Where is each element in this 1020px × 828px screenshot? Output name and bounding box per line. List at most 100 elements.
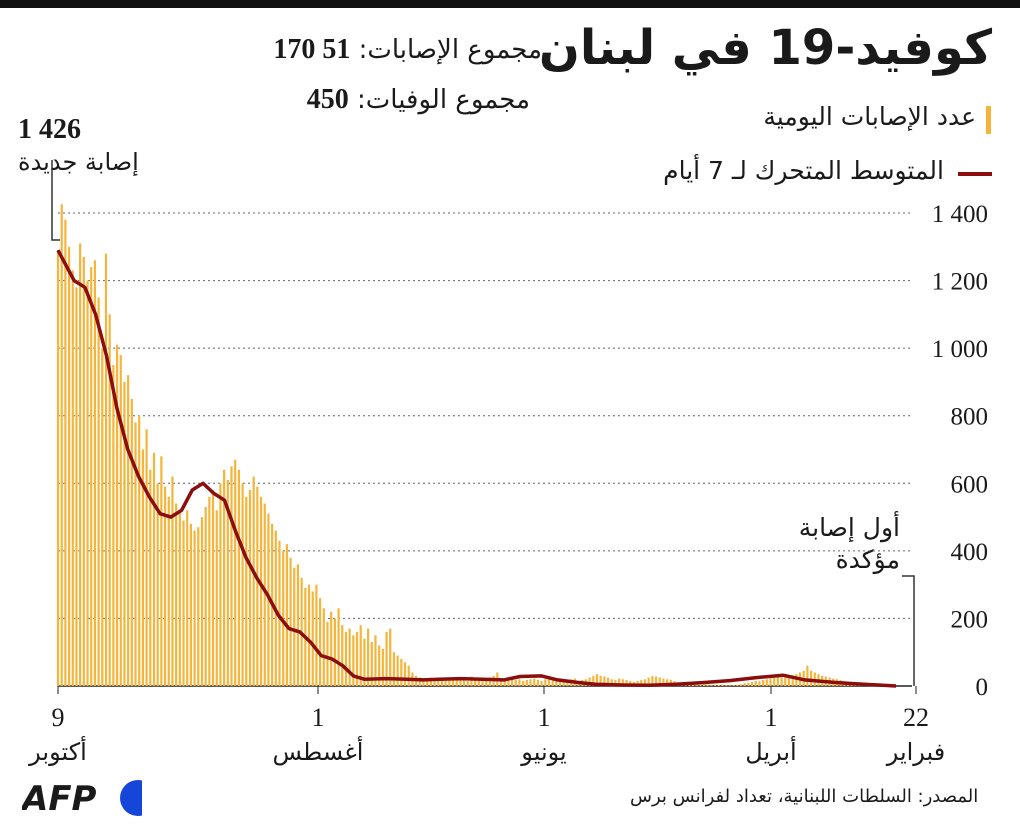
afp-logo: AFP: [19, 778, 156, 822]
afp-logo-dot: [120, 780, 156, 816]
daily-bar: [112, 365, 115, 686]
daily-bar: [67, 246, 71, 687]
daily-bar: [60, 204, 63, 687]
daily-bar: [507, 680, 510, 686]
daily-bar: [651, 675, 654, 686]
daily-bar: [108, 314, 111, 686]
daily-bar: [186, 510, 189, 686]
y-tick-label: 400: [951, 539, 989, 566]
daily-bar: [440, 678, 444, 686]
daily-bar: [448, 679, 451, 686]
covid-chart: 1 400 1 200 1 000 800 600 400 200 0 9 أكتوبر 1 أغس…: [28, 160, 989, 766]
y-tick-label: 1 000: [932, 336, 988, 363]
daily-bar: [285, 544, 288, 686]
daily-bar: [784, 676, 787, 686]
page-title: كوفيد-19 في لبنان: [538, 20, 993, 76]
daily-bar: [437, 679, 440, 686]
moving-average-line: [56, 249, 897, 688]
daily-bar: [219, 483, 222, 686]
daily-bar: [488, 677, 492, 686]
daily-bar: [422, 679, 425, 686]
daily-bar: [754, 680, 757, 686]
daily-bar: [710, 684, 713, 686]
y-tick-label: 1 200: [932, 269, 988, 296]
daily-bar: [163, 486, 167, 686]
daily-bar: [193, 530, 196, 686]
daily-bar: [226, 479, 229, 686]
daily-bar: [518, 679, 521, 686]
daily-bar: [666, 679, 669, 686]
daily-bar: [795, 674, 798, 686]
daily-bar: [547, 675, 551, 686]
daily-bar: [776, 677, 779, 686]
daily-bar: [470, 676, 473, 686]
daily-bar: [640, 679, 643, 686]
daily-bar: [182, 520, 185, 686]
gridlines: [58, 212, 912, 687]
daily-bar: [208, 496, 211, 686]
total-deaths-value: 450: [306, 84, 349, 115]
legend-daily-swatch: [986, 106, 991, 134]
daily-bar: [510, 679, 514, 686]
daily-bar: [780, 677, 783, 686]
daily-bar: [167, 496, 170, 686]
daily-bar: [599, 675, 602, 686]
daily-bar: [370, 642, 373, 686]
first-case-line1: أول إصابة: [798, 513, 900, 542]
daily-bar: [717, 684, 720, 686]
daily-bar: [514, 679, 517, 686]
daily-bar: [145, 429, 148, 686]
daily-bar: [311, 591, 314, 686]
x-tick-day: 9: [52, 703, 65, 732]
daily-bar: [330, 611, 333, 686]
daily-bar: [256, 486, 259, 686]
daily-bar: [566, 679, 569, 686]
daily-bar: [418, 677, 421, 686]
daily-bar: [658, 677, 661, 686]
daily-bar: [725, 684, 728, 686]
y-tick-label: 1 400: [932, 201, 988, 228]
daily-bar: [403, 662, 407, 686]
daily-bar: [477, 679, 480, 686]
first-case-leader: [902, 575, 915, 686]
daily-bar: [134, 422, 137, 686]
daily-bar: [341, 625, 344, 686]
daily-bar: [71, 270, 74, 686]
daily-bar: [758, 681, 761, 686]
daily-bar: [706, 684, 709, 686]
daily-bar: [603, 676, 606, 686]
daily-bar: [130, 398, 133, 686]
daily-bar: [462, 678, 466, 686]
daily-bar: [337, 608, 340, 686]
daily-bar: [141, 449, 145, 686]
daily-bar: [189, 523, 192, 686]
daily-bar: [344, 631, 348, 686]
daily-bar: [614, 679, 617, 686]
daily-bar: [200, 517, 204, 686]
x-tick-month: يونيو: [520, 738, 566, 766]
total-cases: مجموع الإصابات: 51 170: [273, 34, 542, 66]
first-case-label: أول إصابة مؤكدة: [799, 512, 900, 576]
daily-bar: [282, 550, 285, 686]
y-tick-label: 800: [951, 404, 989, 431]
daily-bar: [806, 665, 809, 686]
daily-bar: [385, 631, 388, 686]
daily-bar: [592, 675, 595, 686]
daily-bar: [610, 679, 613, 686]
daily-bar: [156, 483, 159, 686]
daily-bar: [647, 677, 650, 686]
top-rule: [0, 0, 1020, 8]
daily-bar: [211, 490, 215, 686]
daily-bar: [293, 567, 296, 686]
daily-bar: [237, 469, 240, 686]
daily-bar: [787, 675, 791, 686]
daily-bar: [296, 564, 300, 686]
daily-bar: [223, 469, 226, 686]
daily-bar: [499, 679, 503, 686]
daily-bar: [378, 645, 381, 686]
first-case-line2: مؤكدة: [835, 545, 900, 574]
x-tick-month: أكتوبر: [28, 736, 87, 766]
total-cases-label: مجموع الإصابات:: [358, 35, 542, 65]
afp-logo-text: AFP: [22, 779, 97, 818]
daily-bar: [699, 684, 702, 686]
